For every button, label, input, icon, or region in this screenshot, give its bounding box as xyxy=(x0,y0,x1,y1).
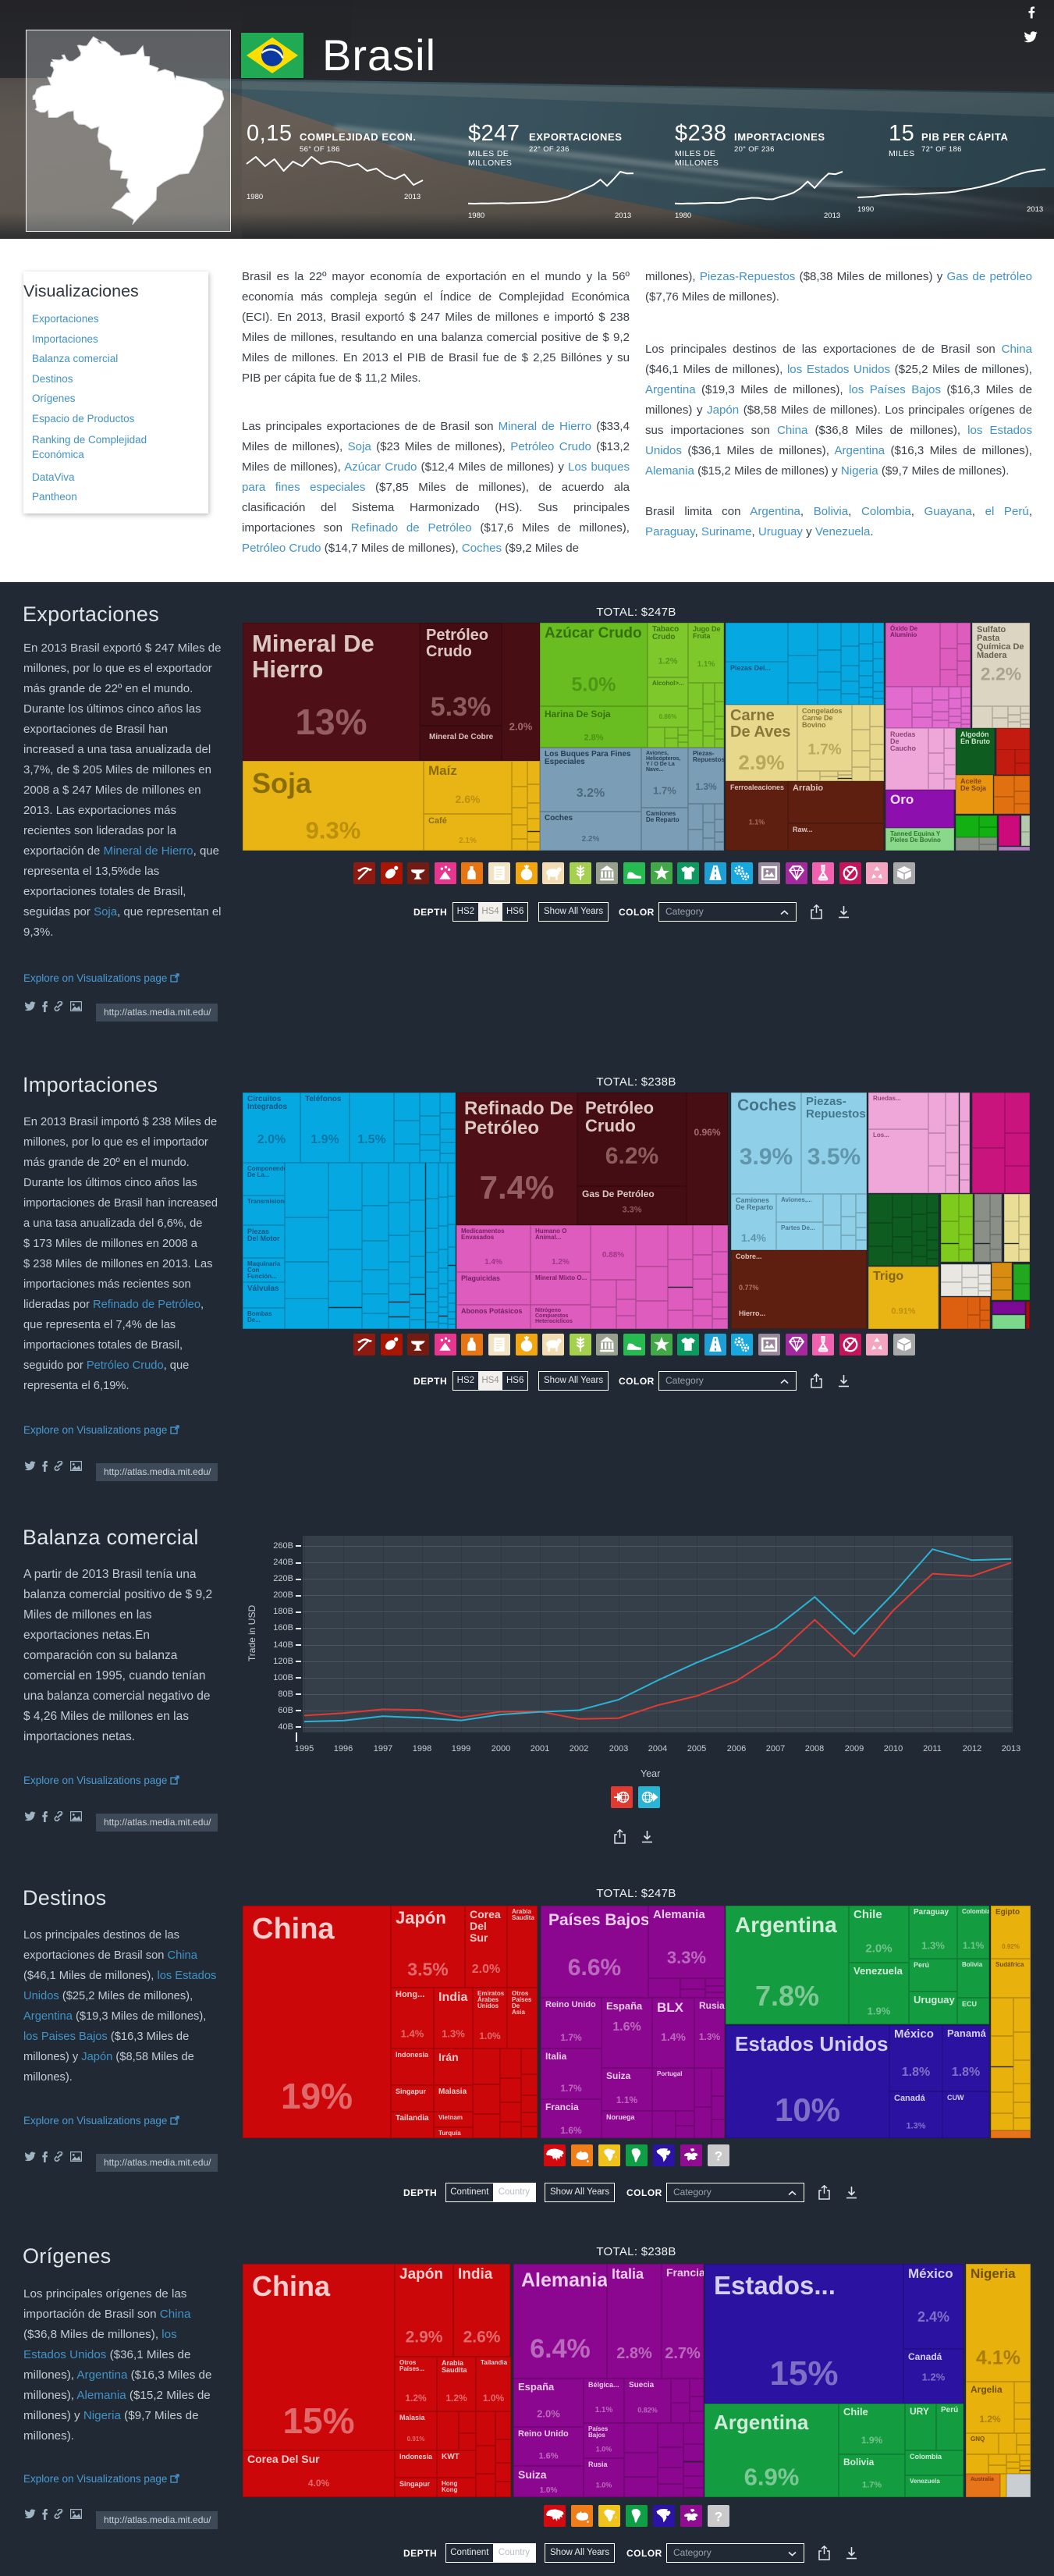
svg-text:?: ? xyxy=(715,2149,722,2164)
svg-text:?: ? xyxy=(715,2510,722,2524)
